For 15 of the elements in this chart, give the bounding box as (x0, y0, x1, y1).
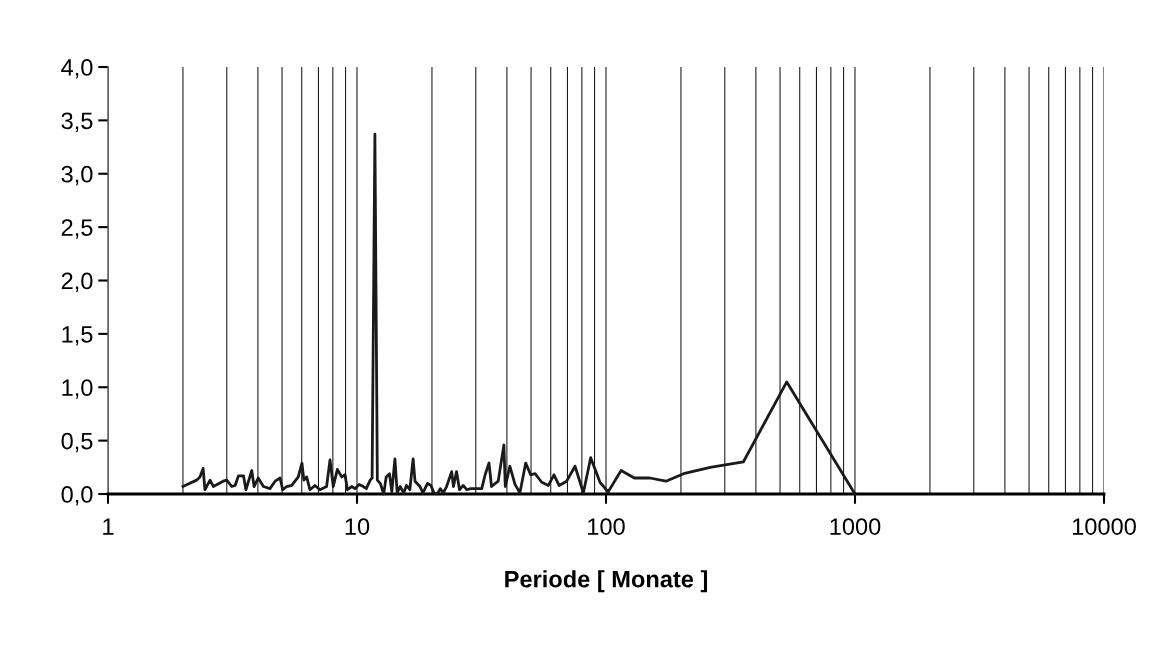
y-tick-label: 2,0 (61, 272, 93, 293)
y-tick-label: 1,5 (62, 326, 93, 346)
y-tick-label: 2,5 (61, 219, 93, 239)
x-tick-label: 1 (103, 518, 114, 535)
y-tick-label: 3,0 (61, 165, 93, 186)
x-tick-label: 10 (345, 518, 370, 535)
y-tick-label: 0,5 (61, 432, 93, 453)
x-axis-title: Periode [ Monate ] (505, 570, 708, 593)
y-tick-label: 4,0 (61, 59, 93, 79)
x-tick-label: 1000 (830, 518, 881, 535)
x-tick-label: 100 (588, 518, 625, 535)
y-tick-label: 3,5 (61, 112, 93, 132)
y-tick-label: 0,0 (61, 486, 93, 506)
x-tick-label: 10000 (1072, 518, 1136, 535)
y-tick-label: 1,0 (62, 379, 93, 399)
